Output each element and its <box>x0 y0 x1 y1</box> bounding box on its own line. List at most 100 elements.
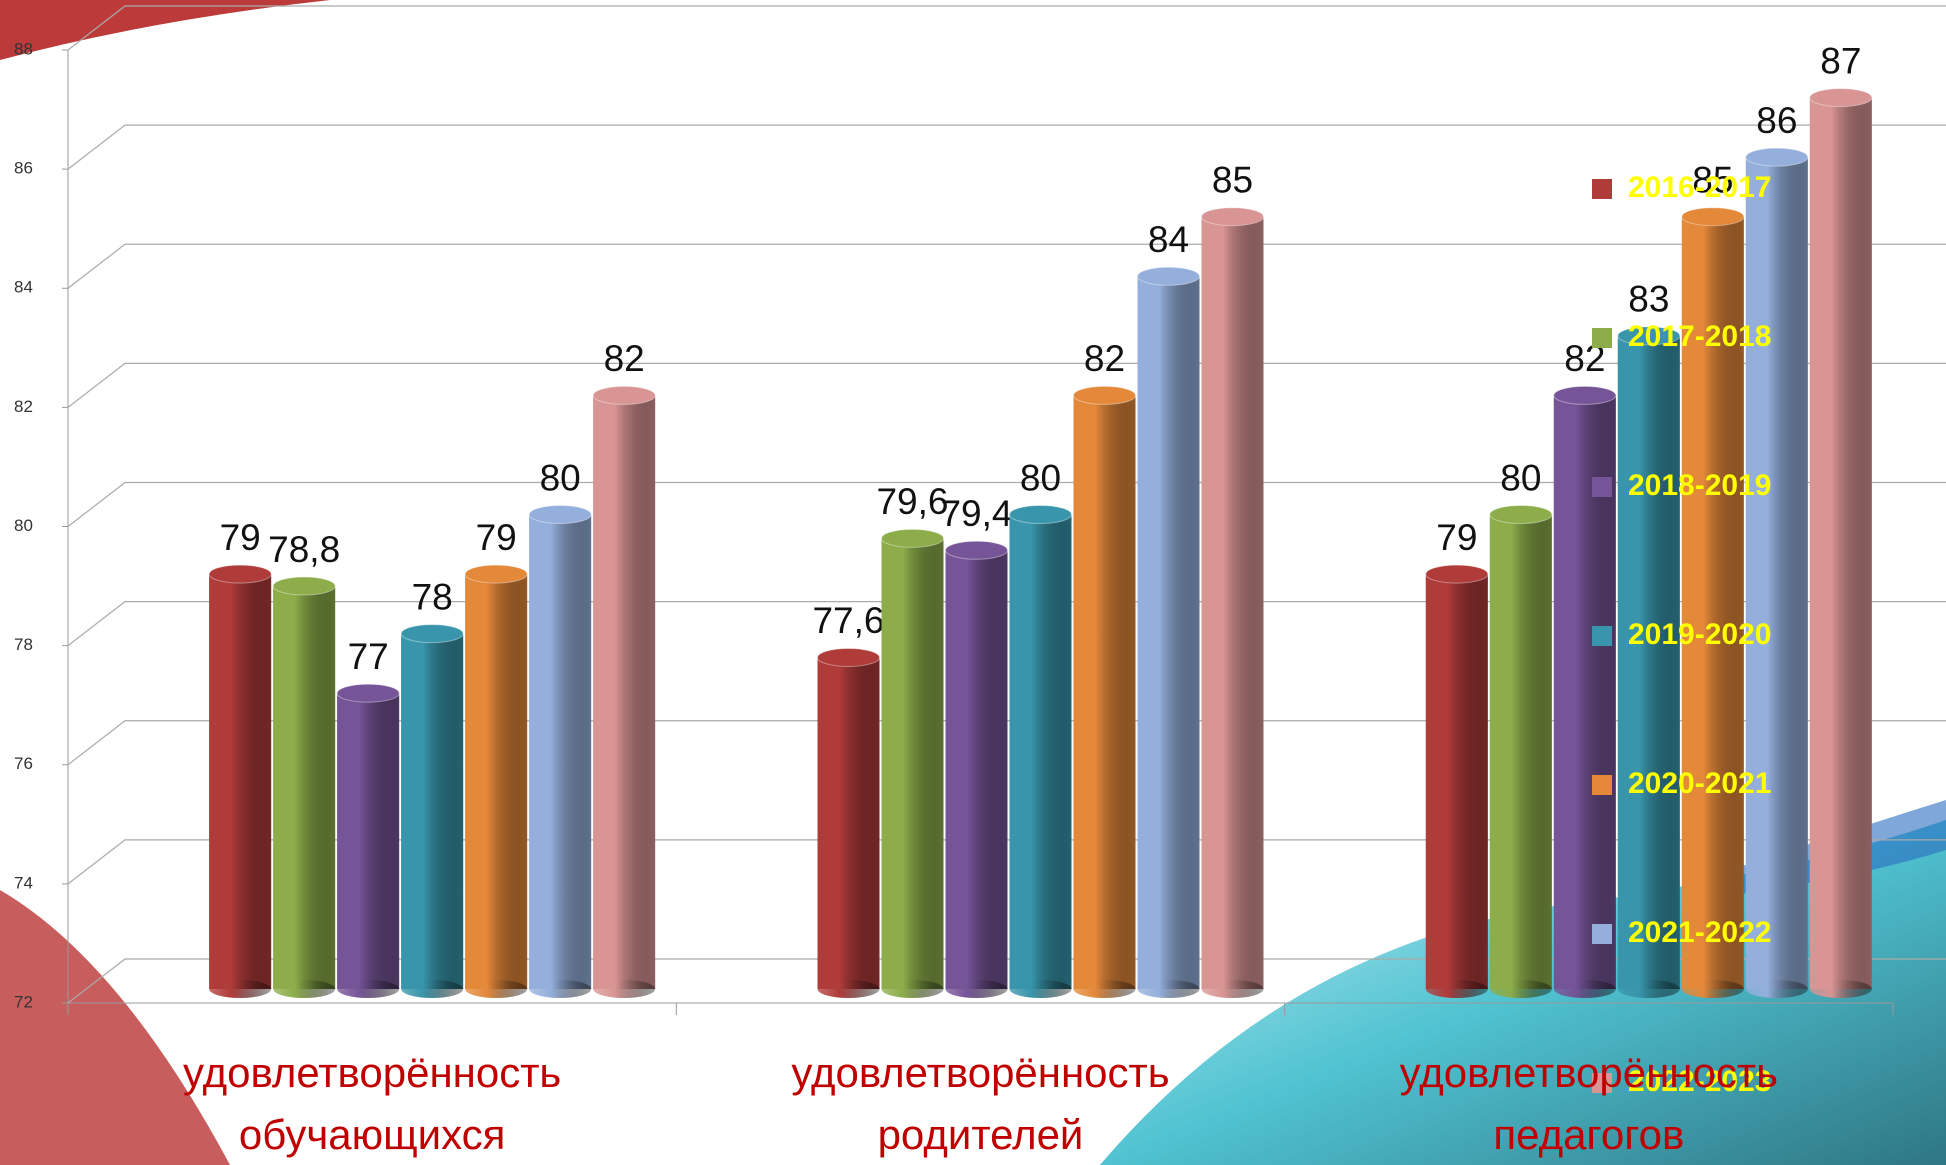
grid-line <box>67 958 1946 1004</box>
bar-top <box>1073 385 1136 405</box>
bar <box>1009 514 1072 989</box>
legend-label: 2016-2017 <box>1628 171 1771 204</box>
value-label: 87 <box>1820 40 1861 81</box>
grid-line <box>67 362 1946 408</box>
value-label: 79 <box>1436 517 1477 558</box>
value-label: 77 <box>348 636 389 677</box>
value-label: 78,8 <box>268 529 340 570</box>
y-tick-label: 80 <box>14 516 33 535</box>
grid-line <box>67 839 1946 885</box>
y-tick-label: 82 <box>14 397 33 416</box>
bar <box>1073 395 1136 989</box>
bar <box>1809 97 1872 989</box>
value-label: 78 <box>412 576 453 617</box>
legend-swatch <box>1592 477 1612 497</box>
legend-label: 2018-2019 <box>1628 469 1771 502</box>
legend-label: 2021-2022 <box>1628 916 1771 949</box>
bar-top <box>1553 385 1617 405</box>
bar <box>593 395 656 989</box>
value-label: 79 <box>476 517 517 558</box>
bar <box>817 657 880 989</box>
grid-line <box>67 124 1946 170</box>
bar-top <box>208 564 272 584</box>
bar-top <box>1009 505 1072 524</box>
value-label: 79,6 <box>876 481 948 522</box>
legend-label: 2020-2021 <box>1628 767 1771 800</box>
y-tick-label: 74 <box>14 873 33 892</box>
bar-top <box>592 385 656 405</box>
bar <box>1489 514 1552 989</box>
y-tick-label: 86 <box>14 159 33 178</box>
bar <box>881 538 944 989</box>
decor-swoosh <box>0 0 330 60</box>
grid-line <box>67 481 1946 527</box>
x-tick-label: удовлетворённость родителей <box>791 1049 1170 1158</box>
bar <box>337 693 400 989</box>
bar <box>465 574 528 989</box>
bar <box>1137 276 1200 989</box>
value-label: 82 <box>1084 338 1125 379</box>
legend-swatch <box>1592 775 1612 795</box>
grid-line <box>67 601 1946 647</box>
value-label: 82 <box>604 338 645 379</box>
bar <box>401 633 464 989</box>
legend-label: 2022-2023 <box>1628 1065 1771 1098</box>
value-label: 79,4 <box>940 493 1012 534</box>
bar <box>1201 216 1264 989</box>
bar-top <box>1489 505 1553 524</box>
value-label: 85 <box>1212 159 1253 200</box>
legend-swatch <box>1592 924 1612 944</box>
legend-swatch <box>1592 626 1612 646</box>
bar <box>1745 157 1808 989</box>
x-tick-label: удовлетворённость обучающихся <box>183 1049 562 1158</box>
bar <box>1681 216 1744 989</box>
value-label: 80 <box>1500 457 1541 498</box>
grid-line <box>67 720 1946 766</box>
bar <box>1617 335 1680 989</box>
bar-top <box>1137 266 1200 286</box>
value-label: 77,6 <box>812 600 884 641</box>
grid-line <box>67 243 1946 289</box>
bar <box>209 574 272 989</box>
legend-label: 2019-2020 <box>1628 618 1771 651</box>
y-tick-label: 88 <box>14 39 33 58</box>
value-label: 79 <box>220 517 261 558</box>
y-tick-label: 72 <box>14 992 33 1011</box>
value-label: 84 <box>1148 219 1189 260</box>
value-label: 83 <box>1628 279 1669 320</box>
bar-top <box>464 564 528 584</box>
value-label: 86 <box>1756 100 1797 141</box>
bar-top <box>881 528 944 548</box>
bar-top <box>1809 88 1873 108</box>
value-label: 80 <box>1020 457 1061 498</box>
bar-top <box>1745 147 1809 167</box>
grid-line <box>67 5 1946 51</box>
value-label: 85 <box>1692 159 1733 200</box>
y-tick-label: 84 <box>14 278 33 297</box>
bar-top <box>336 683 400 703</box>
bar-top <box>817 647 880 667</box>
bar <box>529 514 592 989</box>
y-tick-label: 76 <box>14 754 33 773</box>
bar-top <box>272 576 336 596</box>
legend-swatch <box>1592 328 1612 348</box>
bar-top <box>1425 564 1489 584</box>
bar-top <box>1681 207 1745 227</box>
decor-swoosh <box>0 890 230 1165</box>
bar-top <box>528 505 592 524</box>
bar-top <box>1201 207 1264 227</box>
legend-swatch <box>1592 1073 1612 1093</box>
bar <box>945 550 1008 989</box>
bar-top <box>945 540 1008 560</box>
y-tick-label: 78 <box>14 635 33 654</box>
value-label: 80 <box>540 457 581 498</box>
bar <box>273 585 336 989</box>
legend-label: 2017-2018 <box>1628 320 1771 353</box>
bar-top <box>400 624 464 644</box>
legend-swatch <box>1592 179 1612 199</box>
bar-top <box>1617 326 1681 346</box>
bar <box>1425 574 1488 989</box>
x-tick-label: удовлетворённость педагогов <box>1399 1049 1778 1158</box>
